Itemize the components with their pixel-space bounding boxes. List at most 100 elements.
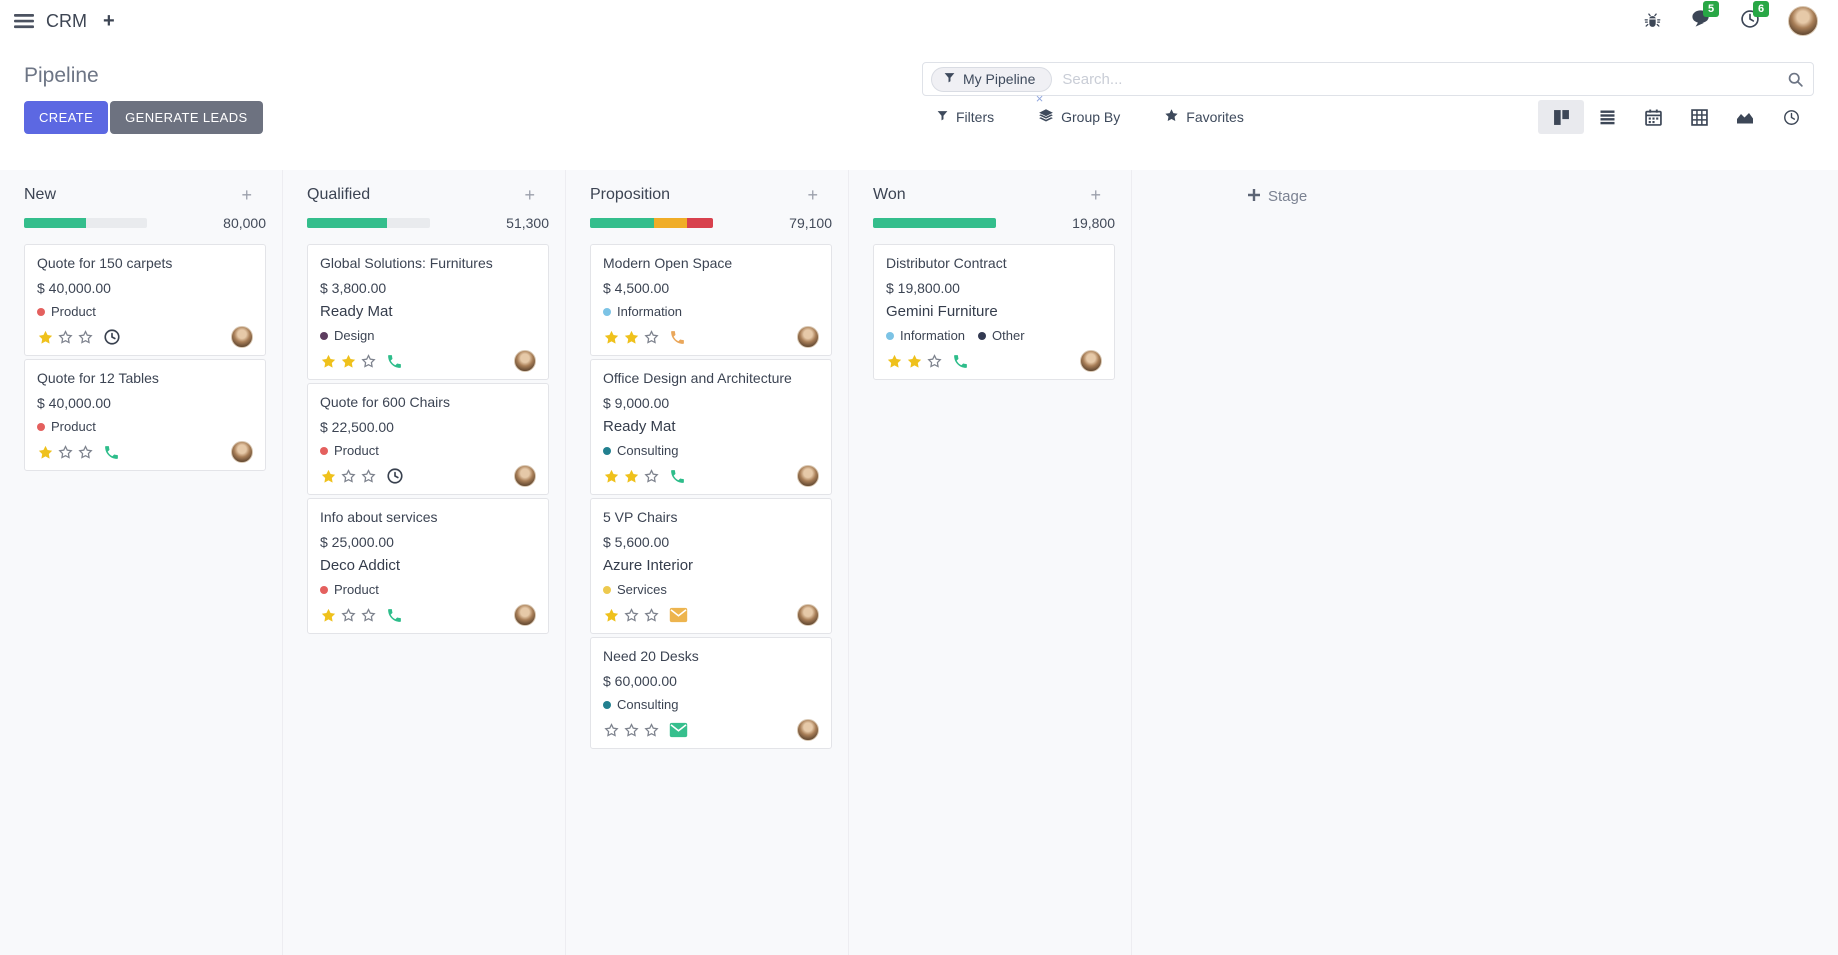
kanban-card[interactable]: Need 20 Desks $ 60,000.00 Consulting: [590, 637, 832, 749]
star-empty-icon[interactable]: [643, 468, 660, 485]
phone-icon[interactable]: [669, 468, 686, 485]
apps-menu-icon[interactable]: [14, 13, 34, 29]
add-stage-button[interactable]: Stage: [1248, 188, 1307, 205]
card-priority-stars[interactable]: [320, 607, 377, 624]
card-priority-stars[interactable]: [886, 353, 943, 370]
star-empty-icon[interactable]: [643, 722, 660, 739]
column-quick-add-icon[interactable]: +: [807, 185, 818, 205]
kanban-card[interactable]: Quote for 600 Chairs $ 22,500.00 Product: [307, 383, 549, 495]
progressbar-segment[interactable]: [24, 218, 86, 228]
column-quick-add-icon[interactable]: +: [1090, 185, 1101, 205]
card-activity-icon[interactable]: [386, 353, 403, 370]
progressbar-segment[interactable]: [687, 218, 713, 228]
star-filled-icon[interactable]: [623, 329, 640, 346]
card-priority-stars[interactable]: [603, 607, 660, 624]
star-filled-icon[interactable]: [886, 353, 903, 370]
phone-icon[interactable]: [952, 353, 969, 370]
graph-view-icon[interactable]: [1722, 100, 1768, 134]
card-activity-icon[interactable]: [669, 468, 686, 485]
kanban-card[interactable]: Quote for 150 carpets $ 40,000.00 Product: [24, 244, 266, 356]
star-filled-icon[interactable]: [37, 444, 54, 461]
envelope-icon[interactable]: [669, 722, 688, 738]
favorites-menu[interactable]: Favorites: [1164, 108, 1244, 126]
phone-icon[interactable]: [386, 607, 403, 624]
envelope-icon[interactable]: [669, 607, 688, 623]
star-filled-icon[interactable]: [603, 329, 620, 346]
generate-leads-button[interactable]: GENERATE LEADS: [110, 100, 263, 134]
search-icon[interactable]: [1787, 71, 1804, 93]
progressbar-segment[interactable]: [873, 218, 996, 228]
search-input[interactable]: [1062, 70, 1779, 88]
star-empty-icon[interactable]: [623, 722, 640, 739]
kanban-card[interactable]: Modern Open Space $ 4,500.00 Information: [590, 244, 832, 356]
star-empty-icon[interactable]: [643, 607, 660, 624]
debug-bug-icon[interactable]: [1643, 12, 1662, 31]
kanban-view-icon[interactable]: [1538, 100, 1584, 134]
column-quick-add-icon[interactable]: +: [524, 185, 535, 205]
star-empty-icon[interactable]: [623, 607, 640, 624]
filters-menu[interactable]: Filters: [936, 108, 994, 126]
column-quick-add-icon[interactable]: +: [241, 185, 252, 205]
app-name[interactable]: CRM: [46, 10, 87, 31]
star-empty-icon[interactable]: [340, 468, 357, 485]
kanban-card[interactable]: Info about services $ 25,000.00 Deco Addic…: [307, 498, 549, 634]
phone-icon[interactable]: [386, 353, 403, 370]
facet-remove-icon[interactable]: ×: [1035, 90, 1044, 106]
progressbar-segment[interactable]: [590, 218, 654, 228]
activities-tray[interactable]: 6: [1740, 0, 1770, 34]
progressbar-segment[interactable]: [307, 218, 387, 228]
card-activity-icon[interactable]: [103, 444, 120, 461]
card-priority-stars[interactable]: [320, 353, 377, 370]
kanban-card[interactable]: Distributor Contract $ 19,800.00 Gemini Fu…: [873, 244, 1115, 380]
card-priority-stars[interactable]: [37, 329, 94, 346]
card-priority-stars[interactable]: [320, 468, 377, 485]
star-filled-icon[interactable]: [623, 468, 640, 485]
calendar-view-icon[interactable]: [1630, 100, 1676, 134]
star-filled-icon[interactable]: [37, 329, 54, 346]
card-activity-icon[interactable]: [669, 607, 688, 623]
kanban-card[interactable]: Global Solutions: Furnitures $ 3,800.00 Re…: [307, 244, 549, 380]
star-filled-icon[interactable]: [603, 468, 620, 485]
card-activity-icon[interactable]: [952, 353, 969, 370]
user-avatar[interactable]: [1788, 6, 1818, 36]
phone-icon[interactable]: [103, 444, 120, 461]
card-activity-icon[interactable]: [669, 329, 686, 346]
star-empty-icon[interactable]: [340, 607, 357, 624]
phone-icon[interactable]: [669, 329, 686, 346]
star-empty-icon[interactable]: [926, 353, 943, 370]
card-activity-icon[interactable]: [386, 467, 404, 485]
star-empty-icon[interactable]: [77, 329, 94, 346]
create-button[interactable]: CREATE: [24, 100, 109, 134]
star-empty-icon[interactable]: [360, 468, 377, 485]
card-activity-icon[interactable]: [386, 607, 403, 624]
kanban-card[interactable]: 5 VP Chairs $ 5,600.00 Azure Interior Servi…: [590, 498, 832, 634]
star-empty-icon[interactable]: [360, 607, 377, 624]
star-filled-icon[interactable]: [320, 468, 337, 485]
new-window-plus-icon[interactable]: +: [103, 10, 115, 32]
star-filled-icon[interactable]: [320, 353, 337, 370]
star-empty-icon[interactable]: [57, 329, 74, 346]
star-filled-icon[interactable]: [320, 607, 337, 624]
star-empty-icon[interactable]: [57, 444, 74, 461]
card-priority-stars[interactable]: [37, 444, 94, 461]
card-priority-stars[interactable]: [603, 722, 660, 739]
search-box[interactable]: My Pipeline ×: [922, 62, 1814, 105]
progressbar-segment[interactable]: [653, 218, 688, 228]
star-empty-icon[interactable]: [77, 444, 94, 461]
pivot-view-icon[interactable]: [1676, 100, 1722, 134]
clock-icon[interactable]: [386, 467, 404, 485]
star-filled-icon[interactable]: [906, 353, 923, 370]
clock-icon[interactable]: [103, 328, 121, 346]
star-empty-icon[interactable]: [603, 722, 620, 739]
kanban-card[interactable]: Quote for 12 Tables $ 40,000.00 Product: [24, 359, 266, 471]
card-activity-icon[interactable]: [669, 722, 688, 738]
star-filled-icon[interactable]: [340, 353, 357, 370]
card-activity-icon[interactable]: [103, 328, 121, 346]
card-priority-stars[interactable]: [603, 468, 660, 485]
activity-view-icon[interactable]: [1768, 100, 1814, 134]
star-filled-icon[interactable]: [603, 607, 620, 624]
group-by-menu[interactable]: Group By: [1038, 108, 1120, 126]
star-empty-icon[interactable]: [360, 353, 377, 370]
kanban-card[interactable]: Office Design and Architecture $ 9,000.00…: [590, 359, 832, 495]
list-view-icon[interactable]: [1584, 100, 1630, 134]
